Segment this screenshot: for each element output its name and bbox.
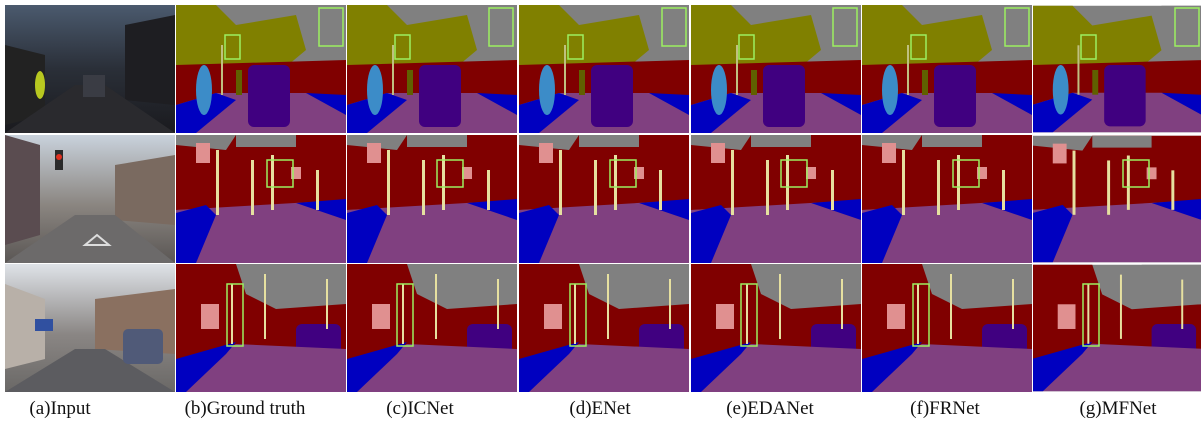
segmentation-map xyxy=(176,264,346,392)
segmentation-map xyxy=(519,5,689,133)
segmentation-map xyxy=(176,135,346,263)
segmentation-map xyxy=(347,264,517,392)
caption: (g)MFNet xyxy=(1079,398,1156,420)
segmentation-map xyxy=(1033,136,1201,262)
segmentation-map xyxy=(347,135,517,263)
segmentation-map xyxy=(862,5,1032,133)
segmentation-map xyxy=(691,264,861,392)
caption: (c)ICNet xyxy=(386,398,454,420)
caption: (a)Input xyxy=(29,398,90,420)
caption: (b)Ground truth xyxy=(185,398,306,420)
segmentation-map xyxy=(519,135,689,263)
image-panels xyxy=(5,5,1201,392)
image-grid xyxy=(0,0,1201,396)
input-photo xyxy=(5,5,175,133)
input-photo xyxy=(5,264,175,392)
segmentation-map xyxy=(347,5,517,133)
segmentation-map xyxy=(1033,6,1201,132)
segmentation-map xyxy=(176,5,346,133)
segmentation-map xyxy=(691,5,861,133)
caption: (f)FRNet xyxy=(910,398,980,420)
caption: (e)EDANet xyxy=(726,398,814,420)
figure: (a)Input (b)Ground truth (c)ICNet (d)ENe… xyxy=(0,0,1201,428)
segmentation-map xyxy=(691,135,861,263)
segmentation-map xyxy=(862,135,1032,263)
segmentation-map xyxy=(1033,265,1201,391)
caption: (d)ENet xyxy=(569,398,630,420)
segmentation-map xyxy=(862,264,1032,392)
input-photo xyxy=(5,135,175,263)
segmentation-map xyxy=(519,264,689,392)
